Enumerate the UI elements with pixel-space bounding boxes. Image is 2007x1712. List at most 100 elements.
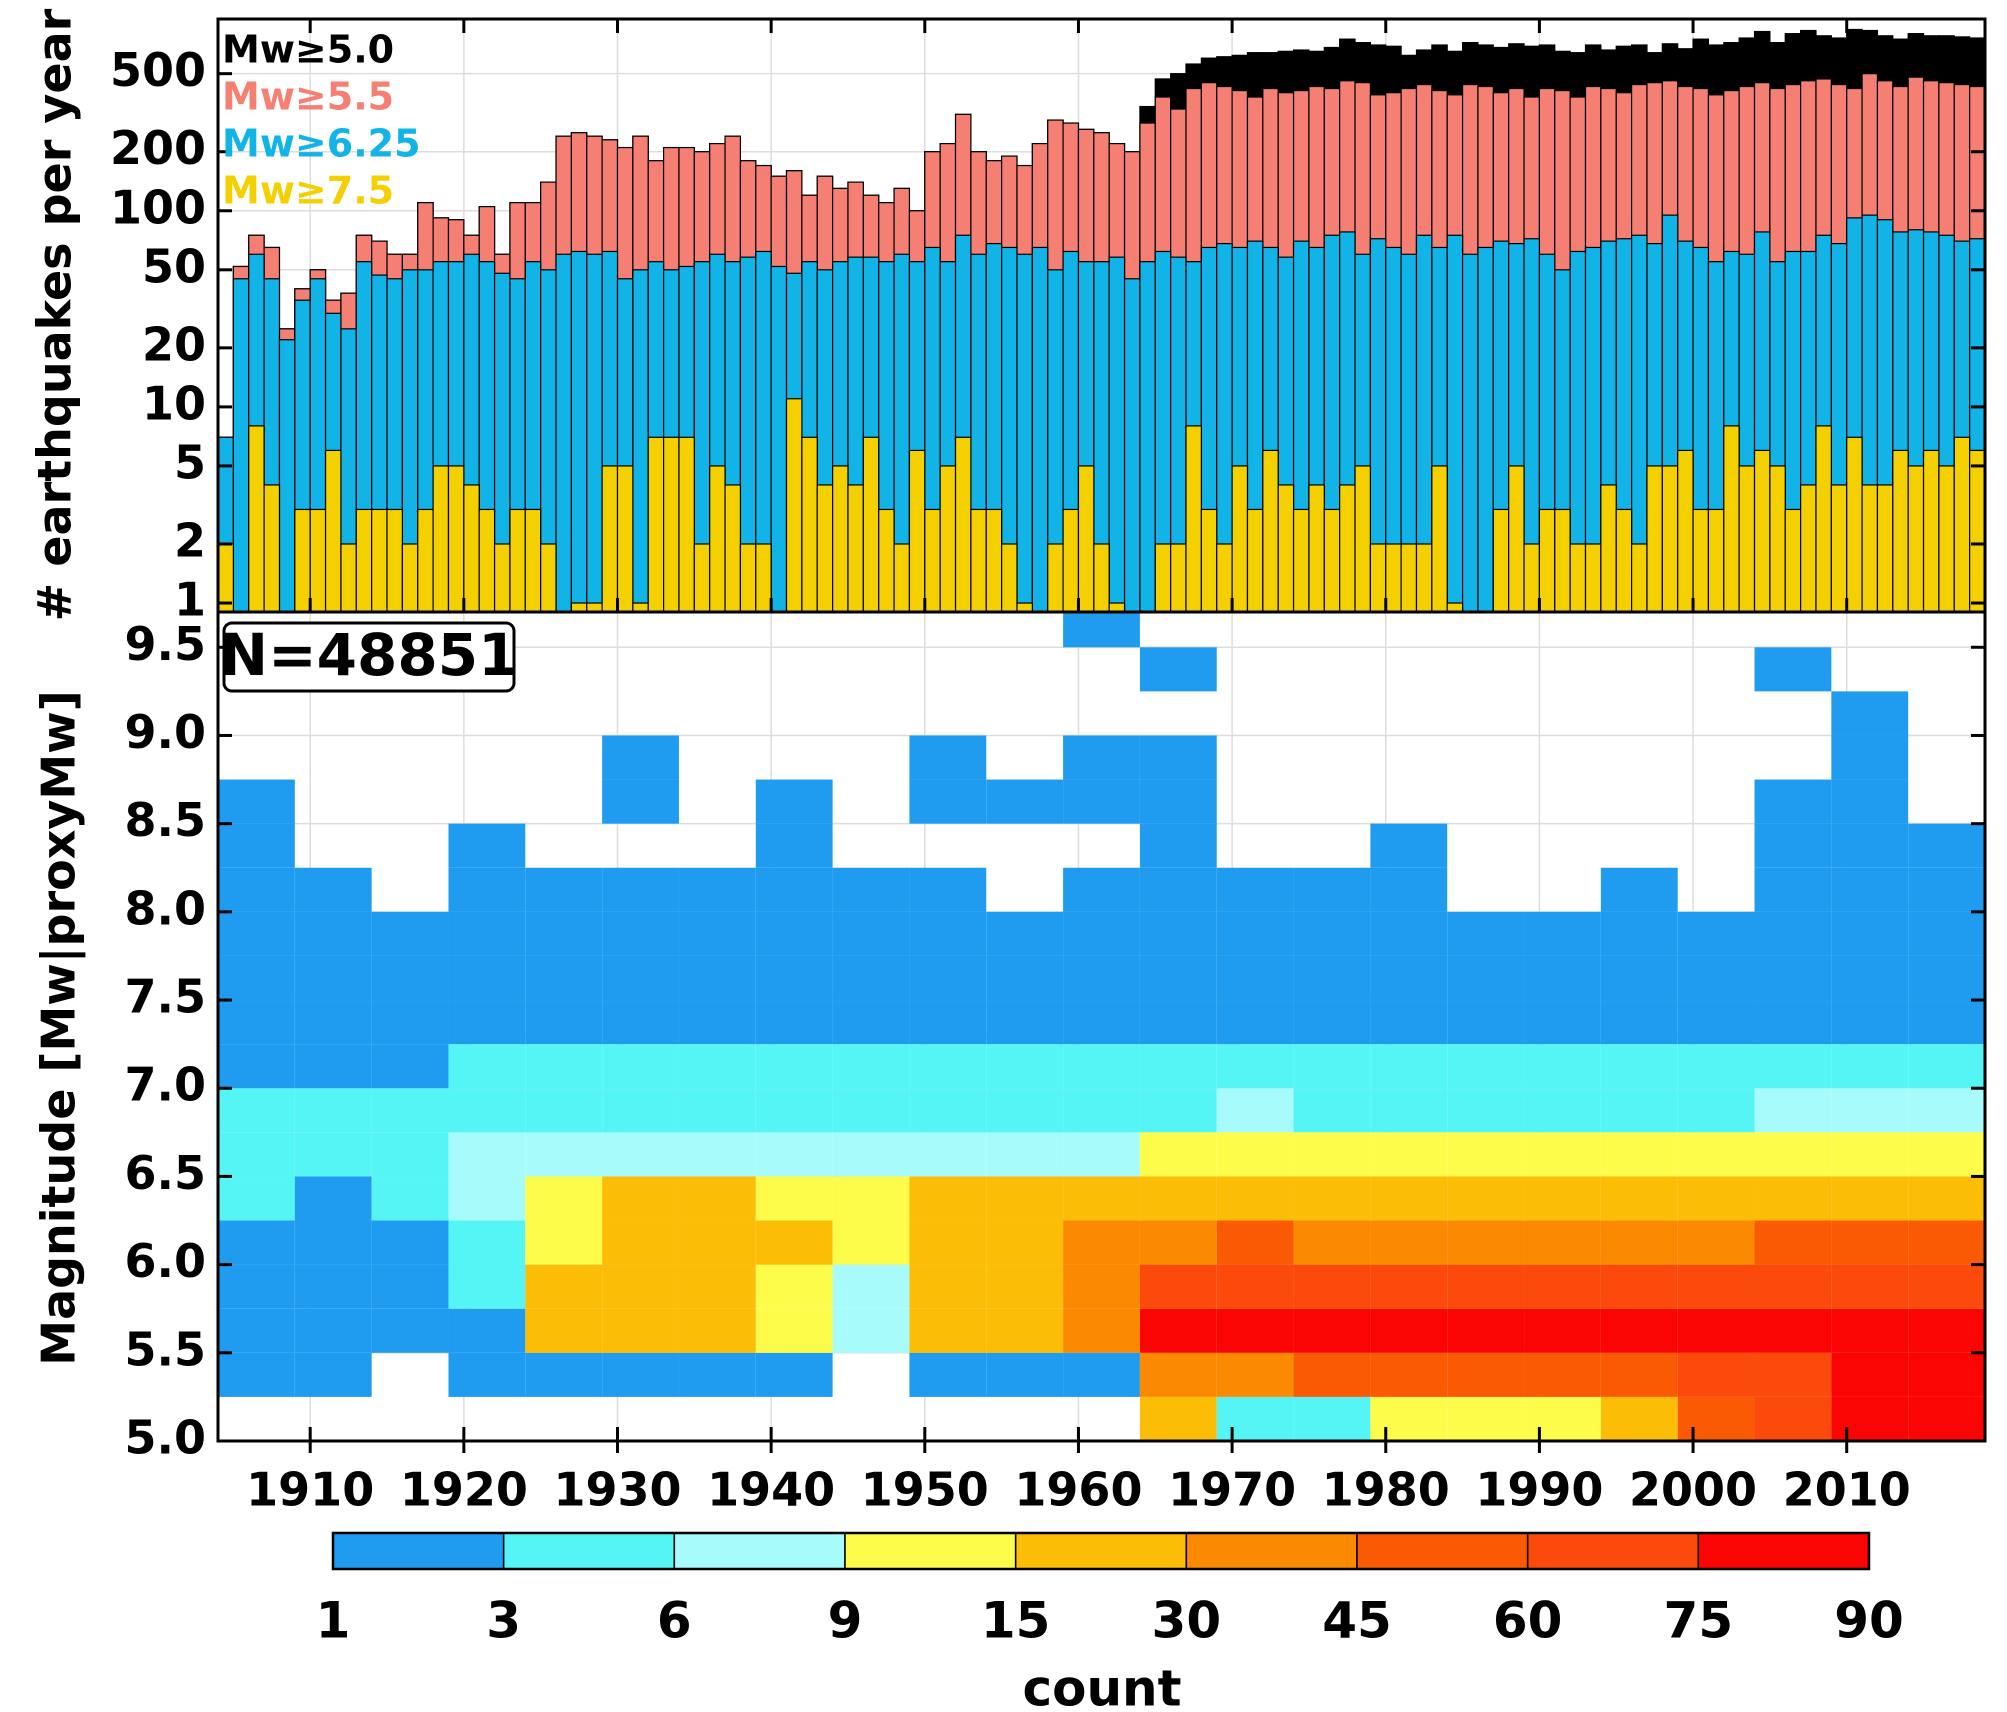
bar xyxy=(432,465,450,613)
heatmap-cell xyxy=(909,824,986,868)
bar xyxy=(1369,543,1387,613)
bar xyxy=(709,465,726,613)
heatmap-cell xyxy=(755,1308,833,1353)
heatmap-cell xyxy=(1370,780,1447,824)
heatmap-cell xyxy=(1601,735,1678,779)
heatmap-cell xyxy=(1216,1132,1294,1177)
heatmap-cell xyxy=(602,1176,679,1221)
heatmap-cell xyxy=(1139,735,1217,780)
bar xyxy=(371,508,388,613)
heatmap-cell xyxy=(1908,735,1985,779)
heatmap-cell xyxy=(1370,1220,1448,1265)
heatmap-cell xyxy=(218,1264,295,1309)
heatmap-cell xyxy=(1063,1308,1140,1353)
heatmap-cell xyxy=(294,1088,372,1133)
heatmap-cell xyxy=(371,911,449,956)
y-tick-label: 2 xyxy=(174,513,206,567)
bar xyxy=(1108,256,1126,613)
y-tick-label: 7.5 xyxy=(125,970,207,1024)
heatmap-cell xyxy=(986,824,1063,868)
heatmap-cell xyxy=(986,1044,1064,1089)
bar xyxy=(509,508,526,613)
bar xyxy=(555,253,573,613)
heatmap-cell xyxy=(755,1264,833,1309)
y-tick-label: 9.0 xyxy=(125,705,207,759)
heatmap-cell xyxy=(1678,735,1755,779)
heatmap-cell xyxy=(909,911,987,956)
x-tick-label: 1960 xyxy=(1014,1463,1142,1517)
y-tick-label: 5.5 xyxy=(125,1322,207,1376)
top-panel xyxy=(217,19,1986,613)
bar xyxy=(1400,543,1418,613)
bar xyxy=(1677,449,1694,613)
heatmap-cell xyxy=(602,647,679,691)
heatmap-cell xyxy=(986,1264,1064,1309)
heatmap-cell xyxy=(1524,1220,1601,1265)
heatmap-cell xyxy=(1139,1352,1217,1397)
heatmap-cell xyxy=(1370,735,1447,779)
heatmap-cell xyxy=(909,1397,986,1441)
heatmap-cell xyxy=(1447,1220,1525,1265)
heatmap-cell xyxy=(1370,691,1447,735)
heatmap-cell xyxy=(602,1088,679,1133)
heatmap-cell xyxy=(294,1000,372,1045)
heatmap-cell xyxy=(1677,1132,1755,1177)
heatmap-cell xyxy=(1139,647,1217,692)
heatmap-cell xyxy=(525,955,603,1001)
heatmap-cell xyxy=(372,691,449,735)
heatmap-cell xyxy=(1217,824,1294,868)
heatmap-cell xyxy=(1908,1308,1985,1353)
heatmap-cell xyxy=(448,1352,526,1397)
heatmap-cell xyxy=(448,1132,526,1177)
heatmap-cell xyxy=(1678,868,1755,912)
heatmap-cell xyxy=(1063,612,1140,648)
heatmap-cell xyxy=(1370,1000,1448,1045)
bar xyxy=(478,508,496,613)
bar xyxy=(1077,465,1095,613)
heatmap-cell xyxy=(1754,867,1832,912)
heatmap-cell xyxy=(678,1088,756,1133)
heatmap-cell xyxy=(602,1044,679,1089)
heatmap-cell xyxy=(1447,955,1525,1001)
bar xyxy=(1508,465,1525,613)
heatmap-cell xyxy=(218,691,295,735)
heatmap-cell xyxy=(679,735,756,779)
heatmap-cell xyxy=(679,1397,756,1441)
heatmap-cell xyxy=(1370,1264,1448,1309)
heatmap-cell xyxy=(1139,823,1217,868)
bar xyxy=(493,543,511,613)
y-tick-label: 1 xyxy=(174,573,206,627)
heatmap-cell xyxy=(525,1397,602,1441)
heatmap-cell xyxy=(1139,1220,1217,1265)
heatmap-cell xyxy=(756,735,833,779)
heatmap-cell xyxy=(1216,1220,1294,1265)
heatmap-cell xyxy=(986,1220,1064,1265)
bar xyxy=(954,436,972,613)
heatmap-cell xyxy=(1063,1132,1140,1177)
heatmap-cell xyxy=(1754,823,1832,868)
bar xyxy=(570,250,588,613)
bar xyxy=(1661,465,1679,613)
heatmap-cell xyxy=(1600,1088,1678,1133)
heatmap-cell xyxy=(1600,1264,1678,1309)
heatmap-cell xyxy=(1217,691,1294,735)
heatmap-cell xyxy=(1831,1044,1909,1089)
heatmap-cell xyxy=(1831,1264,1909,1309)
heatmap-cell xyxy=(678,911,756,956)
heatmap-cell xyxy=(371,1308,449,1353)
heatmap-cell xyxy=(294,1176,372,1221)
heatmap-cell xyxy=(1140,691,1217,735)
heatmap-cell xyxy=(448,691,525,735)
heatmap-cell xyxy=(1370,955,1448,1001)
heatmap-cell xyxy=(602,1352,679,1397)
heatmap-cell xyxy=(678,867,756,912)
heatmap-cell xyxy=(833,824,910,868)
bar xyxy=(816,484,834,613)
colorbar-segment xyxy=(1526,1532,1700,1570)
bar xyxy=(232,278,250,613)
heatmap-cell xyxy=(1217,735,1294,779)
y-tick-label: 50 xyxy=(142,239,206,293)
heatmap-cell xyxy=(1908,1132,1985,1177)
heatmap-cell xyxy=(1447,868,1524,912)
